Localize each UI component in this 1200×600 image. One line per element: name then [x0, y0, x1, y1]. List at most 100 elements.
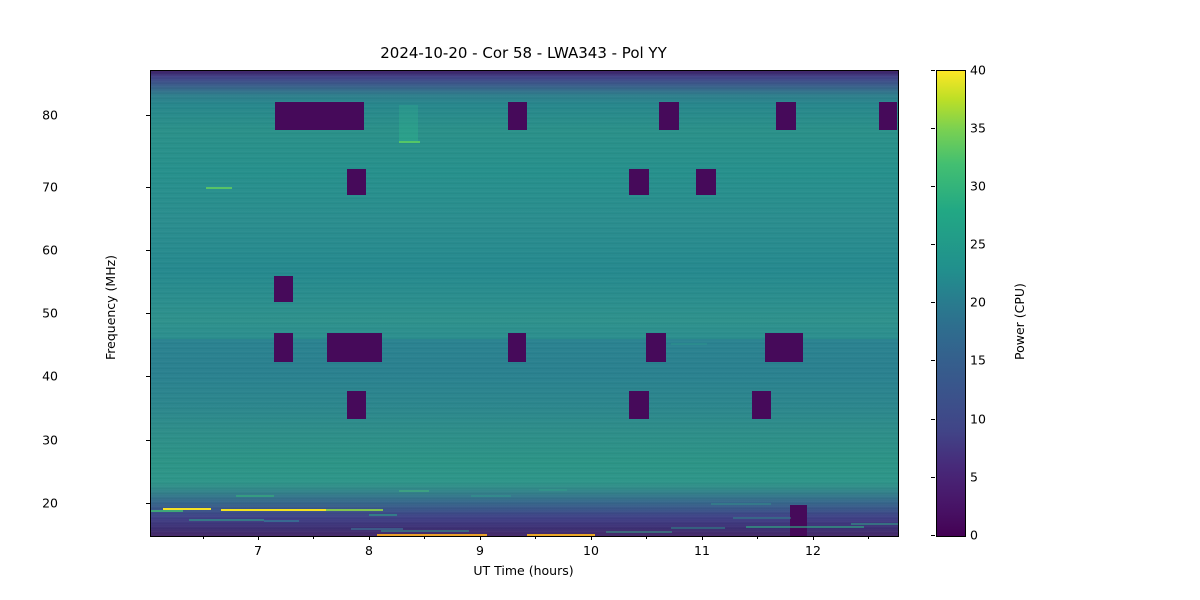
- flagged-block: [274, 333, 293, 362]
- x-tick-7: [258, 536, 260, 540]
- colorbar-tick-label: 40: [970, 62, 986, 78]
- x-tick-label: 11: [694, 543, 710, 558]
- x-tick-11: [702, 536, 704, 540]
- rfi-streak: [671, 527, 725, 529]
- colorbar-tick-label: 10: [970, 411, 986, 427]
- x-tick-minor: [868, 536, 869, 539]
- colorbar-tick-label: 0: [970, 527, 978, 543]
- y-tick-label: 60: [42, 242, 58, 258]
- x-tick-minor: [424, 536, 425, 539]
- heatmap-green-band: [151, 463, 898, 515]
- y-axis-title: Frequency (MHz): [103, 254, 118, 360]
- flagged-block: [347, 169, 366, 195]
- x-tick-12: [813, 536, 815, 540]
- flagged-block: [646, 333, 666, 362]
- rfi-streak: [377, 534, 487, 536]
- rfi-streak: [236, 495, 274, 497]
- colorbar-tick: [931, 477, 935, 478]
- flagged-block: [790, 505, 807, 536]
- flagged-block: [659, 102, 679, 130]
- flagged-block: [327, 333, 382, 362]
- x-tick-minor: [646, 536, 647, 539]
- flagged-block: [879, 102, 897, 130]
- y-tick-30: [146, 440, 150, 442]
- colorbar-tick-label: 30: [970, 178, 986, 194]
- spectrogram-axes: [150, 70, 899, 537]
- y-tick-label: 20: [42, 495, 58, 511]
- flagged-block: [776, 102, 796, 130]
- rfi-streak: [351, 528, 403, 530]
- colorbar-tick-label: 5: [970, 469, 978, 485]
- heatmap-image: [151, 71, 898, 536]
- rfi-streak: [527, 534, 595, 536]
- flagged-block: [347, 391, 366, 419]
- rfi-streak: [369, 514, 397, 516]
- rfi-streak: [221, 509, 326, 511]
- y-tick-80: [146, 115, 150, 117]
- x-tick-10: [591, 536, 593, 540]
- colorbar-tick: [931, 360, 935, 361]
- y-tick-40: [146, 376, 150, 378]
- rfi-streak: [399, 490, 429, 492]
- x-tick-8: [369, 536, 371, 540]
- x-tick-label: 10: [583, 543, 599, 558]
- rfi-streak: [264, 520, 299, 522]
- flagged-block: [274, 276, 293, 302]
- x-tick-minor: [535, 536, 536, 539]
- y-tick-label: 80: [42, 107, 58, 123]
- x-tick-minor: [757, 536, 758, 539]
- rfi-streak: [851, 523, 898, 525]
- rfi-streak: [326, 509, 383, 511]
- y-tick-50: [146, 313, 150, 315]
- heatmap-stripe-texture: [151, 71, 898, 536]
- x-tick-minor: [313, 536, 314, 539]
- y-tick-60: [146, 250, 150, 252]
- x-tick-label: 12: [805, 543, 821, 558]
- y-tick-70: [146, 187, 150, 189]
- colorbar: [936, 70, 966, 537]
- flagged-block: [275, 102, 364, 130]
- colorbar-tick: [931, 535, 935, 536]
- page-title: 2024-10-20 - Cor 58 - LWA343 - Pol YY: [380, 44, 667, 62]
- y-tick-label: 70: [42, 179, 58, 195]
- flagged-block: [765, 333, 803, 362]
- y-tick-label: 30: [42, 432, 58, 448]
- bright-patch: [399, 105, 418, 142]
- rfi-streak: [381, 530, 469, 532]
- rfi-streak: [733, 517, 791, 519]
- rfi-streak: [671, 343, 707, 345]
- colorbar-tick-label: 25: [970, 236, 986, 252]
- colorbar-tick: [931, 70, 935, 71]
- flagged-block: [629, 391, 649, 419]
- y-tick-20: [146, 503, 150, 505]
- x-axis-title: UT Time (hours): [473, 563, 574, 578]
- x-tick-label: 9: [476, 543, 484, 558]
- colorbar-tick-label: 20: [970, 294, 986, 310]
- rfi-streak: [471, 495, 511, 497]
- rfi-streak: [746, 526, 864, 528]
- x-tick-label: 7: [254, 543, 262, 558]
- x-tick-minor: [203, 536, 204, 539]
- flagged-block: [696, 169, 716, 195]
- colorbar-tick: [931, 302, 935, 303]
- flagged-block: [508, 333, 526, 362]
- y-tick-label: 40: [42, 368, 58, 384]
- rfi-streak: [151, 510, 183, 512]
- bright-patch-edge-streak: [399, 141, 420, 143]
- flagged-block: [508, 102, 527, 130]
- colorbar-tick: [931, 128, 935, 129]
- colorbar-title: Power (CPU): [1012, 283, 1027, 360]
- colorbar-tick: [931, 244, 935, 245]
- rfi-streak-68mhz: [206, 187, 232, 189]
- x-tick-9: [480, 536, 482, 540]
- heatmap-background-gradient: [151, 71, 898, 536]
- flagged-block: [629, 169, 649, 195]
- rfi-streak: [163, 508, 211, 510]
- colorbar-tick-label: 35: [970, 120, 986, 136]
- colorbar-tick: [931, 186, 935, 187]
- rfi-streak: [606, 531, 672, 533]
- flagged-block: [752, 391, 771, 419]
- rfi-streak: [539, 489, 567, 491]
- colorbar-tick-label: 15: [970, 352, 986, 368]
